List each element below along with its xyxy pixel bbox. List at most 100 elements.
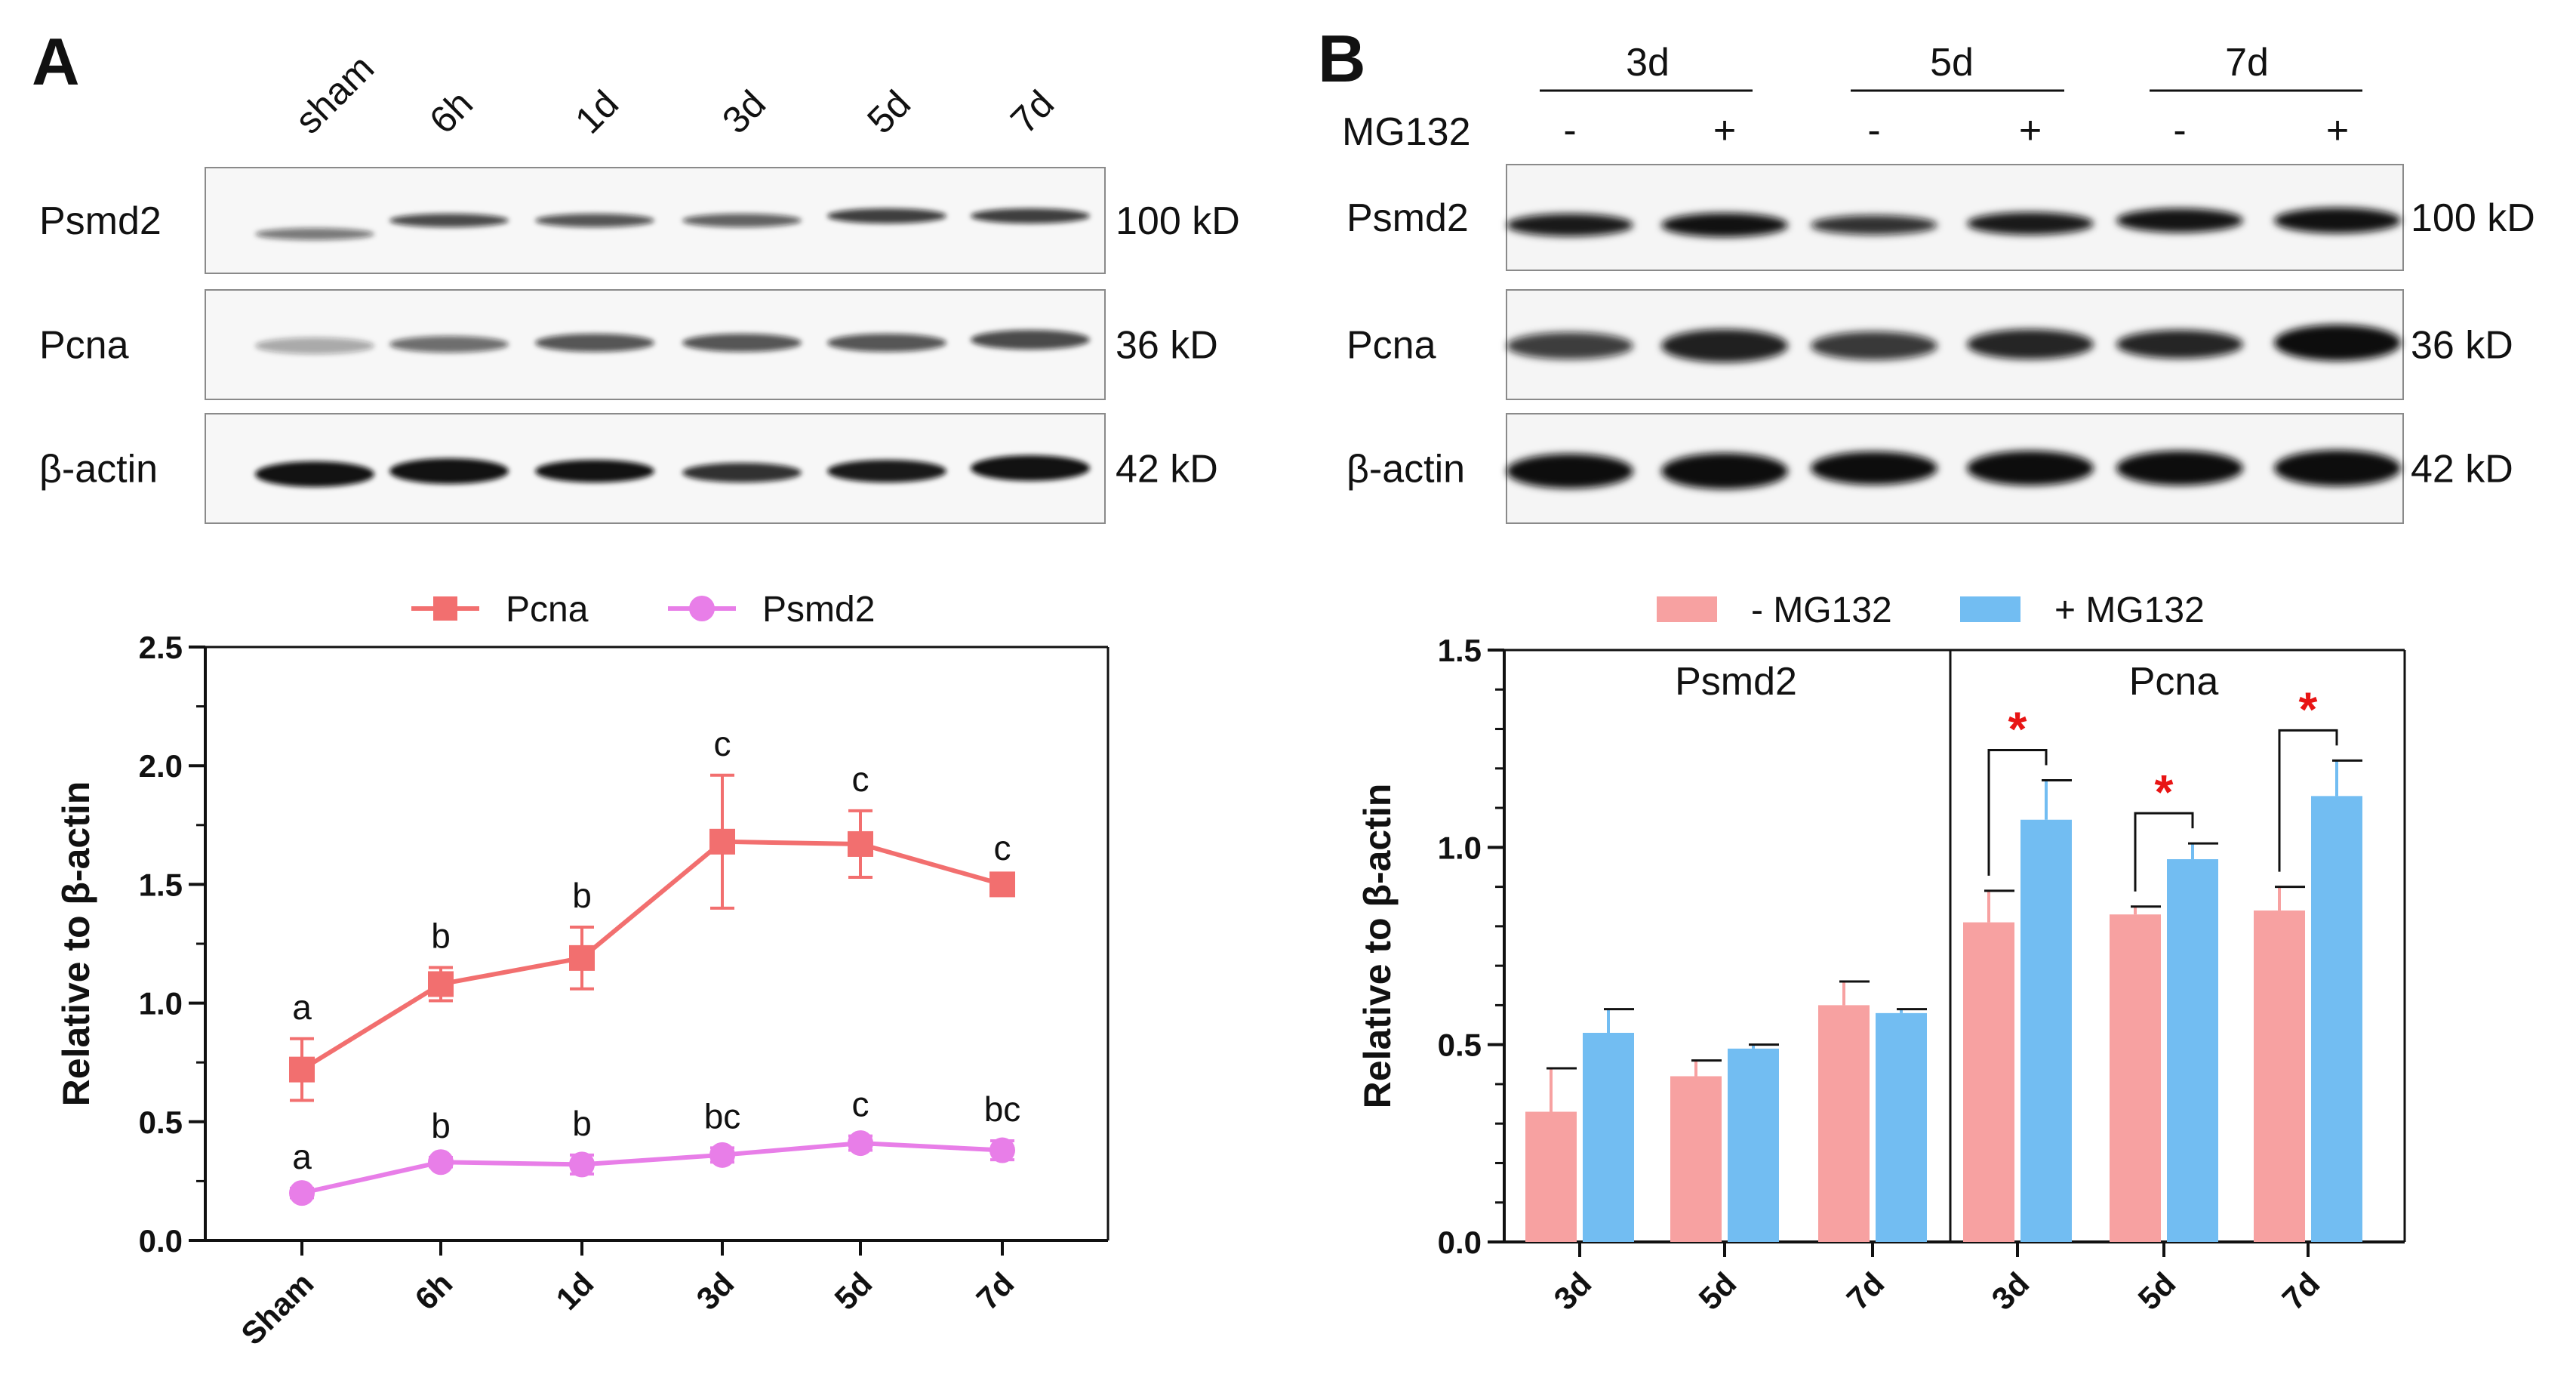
series-line: [300, 839, 1003, 1072]
legend-swatch: [1657, 596, 1717, 622]
treatment-label: MG132: [1342, 110, 1471, 154]
data-point: [428, 1149, 454, 1176]
x-tick-label: Sham: [234, 1265, 320, 1351]
time-group-label: 7d: [2225, 41, 2269, 85]
x-tick-label: 6h: [408, 1265, 459, 1317]
y-tick-label: 2.0: [139, 748, 183, 784]
protein-band: [682, 334, 802, 352]
series-line: [301, 1141, 1003, 1196]
x-tick-label: 5d: [1691, 1265, 1743, 1317]
protein-band: [535, 214, 654, 227]
protein-band: [255, 228, 374, 240]
protein-band: [1967, 329, 2094, 359]
significance-letter: a: [292, 1137, 312, 1176]
panel-b-bar-chart: 0.0 0.5 1.0 1.5 Relative to β-actin Psmd2 Pcna…: [1356, 590, 2406, 1317]
protein-band: [1661, 329, 1788, 362]
blot-row-frame: [1506, 413, 2404, 524]
bar: [2167, 859, 2218, 1242]
lane-label: 3d: [714, 82, 774, 142]
protein-band: [2116, 330, 2243, 359]
x-tick-label: 3d: [689, 1265, 740, 1317]
protein-band: [1811, 215, 1937, 235]
significance-letter: bc: [984, 1089, 1021, 1129]
y-tick-label: 2.5: [139, 630, 183, 665]
significance-bracket: [1987, 748, 2048, 876]
x-tick-label: 3d: [1547, 1265, 1598, 1317]
significance-bracket: [2134, 812, 2194, 892]
treatment-sign: -: [2173, 109, 2186, 153]
legend-label: + MG132: [2054, 590, 2205, 630]
protein-band: [389, 458, 509, 484]
legend-label: - MG132: [1751, 590, 1892, 630]
significance-letter: b: [572, 1104, 592, 1143]
x-tick-label: 3d: [1984, 1265, 2036, 1317]
significance-star: *: [2008, 701, 2027, 756]
molecular-weight-label: 36 kD: [1116, 324, 1218, 368]
x-tick-label: 5d: [2131, 1265, 2182, 1317]
y-tick-label: 1.5: [139, 867, 183, 902]
protein-band: [971, 455, 1090, 481]
significance-letter: b: [431, 1106, 451, 1145]
protein-band: [255, 461, 374, 487]
treatment-sign: +: [1713, 109, 1736, 153]
significance-letter: a: [292, 988, 312, 1027]
panel-a-line-chart: 0.0 0.5 1.0 1.5 2.0 2.5 Sham 6h 1d 3d 5d 7d Relative…: [55, 590, 1109, 1351]
blot-row-label: Psmd2: [1346, 196, 1469, 240]
protein-band: [2116, 451, 2243, 485]
lane-label: 6h: [421, 82, 481, 142]
bar: [2110, 914, 2161, 1242]
y-axis-title: Relative to β-actin: [1356, 784, 1399, 1109]
panel-b-western-blot: B 3d 5d 7d MG132 - + - + - + Psmd2 100 kD Pcna 36 kD β-…: [1318, 21, 2535, 524]
y-tick-label: 1.0: [1438, 830, 1482, 865]
protein-band: [827, 208, 946, 223]
data-point: [709, 1142, 735, 1168]
data-point: [289, 1180, 315, 1206]
significance-letter: b: [572, 876, 592, 915]
lane-label: 5d: [859, 82, 919, 142]
protein-band: [1507, 332, 1633, 359]
protein-band: [971, 330, 1090, 350]
bar: [2254, 910, 2305, 1242]
significance-letter: bc: [704, 1096, 741, 1136]
group-title: Psmd2: [1675, 660, 1797, 704]
data-point: [289, 1056, 315, 1083]
bar: [1728, 1048, 1779, 1242]
data-point: [989, 1137, 1015, 1163]
protein-band: [827, 460, 946, 482]
treatment-sign: +: [2019, 109, 2042, 153]
protein-band: [389, 214, 509, 227]
data-point: [989, 871, 1015, 898]
legend-label: Psmd2: [762, 590, 875, 630]
significance-letter: b: [431, 916, 451, 955]
protein-band: [2274, 208, 2401, 233]
time-group-label: 3d: [1626, 41, 1670, 85]
blot-row-label: Pcna: [1346, 324, 1436, 368]
blot-row-frame: [1506, 164, 2404, 271]
protein-band: [1661, 453, 1788, 489]
bar: [1963, 922, 2014, 1242]
x-tick-label: 7d: [2275, 1265, 2326, 1317]
molecular-weight-label: 100 kD: [2411, 196, 2535, 240]
lane-label: sham: [287, 47, 382, 142]
protein-band: [389, 336, 509, 353]
y-tick-label: 0.0: [1438, 1225, 1482, 1260]
x-tick-label: 7d: [1839, 1265, 1891, 1317]
significance-bracket: [2278, 729, 2338, 872]
group-title: Pcna: [2129, 660, 2219, 704]
bar: [2020, 819, 2072, 1242]
protein-band: [1507, 454, 1633, 488]
protein-band: [1507, 214, 1633, 236]
data-point: [848, 830, 873, 857]
y-tick-label: 1.0: [139, 986, 183, 1022]
bar: [1583, 1032, 1634, 1242]
y-axis-title: Relative to β-actin: [55, 781, 97, 1107]
blot-row-label: β-actin: [39, 448, 158, 491]
legend-marker: [433, 596, 457, 621]
protein-band: [1967, 212, 2094, 235]
treatment-sign: +: [2326, 109, 2349, 153]
molecular-weight-label: 42 kD: [2411, 448, 2513, 491]
bar: [1670, 1076, 1722, 1242]
x-tick-label: 7d: [969, 1265, 1020, 1317]
bar: [1876, 1012, 1927, 1242]
